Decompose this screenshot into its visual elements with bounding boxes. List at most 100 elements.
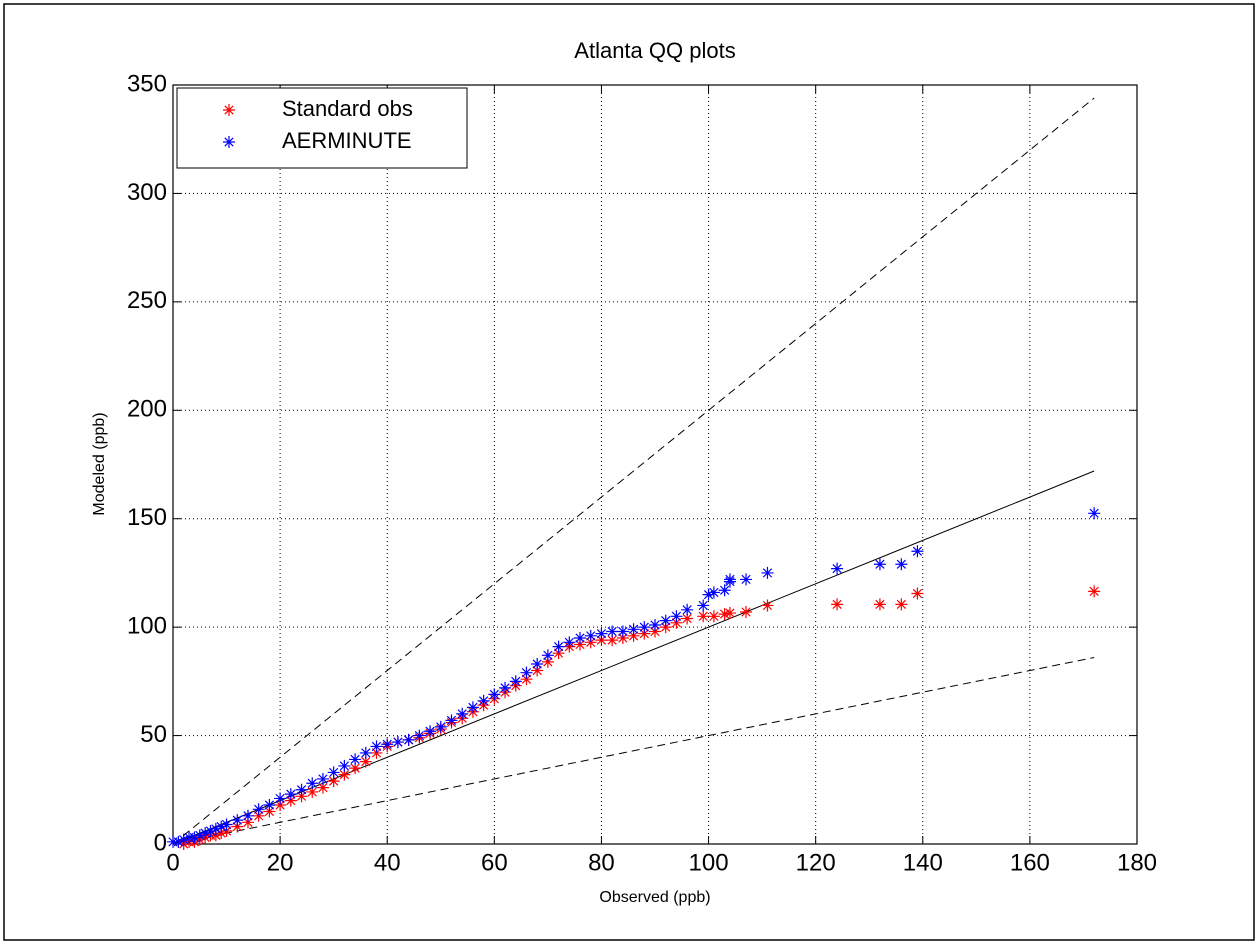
- data-point: [488, 688, 501, 701]
- data-point: [702, 588, 715, 601]
- data-point: [707, 586, 720, 599]
- y-tick-label: 50: [140, 721, 167, 748]
- data-point: [215, 820, 228, 833]
- data-point: [595, 627, 608, 640]
- data-point: [274, 792, 287, 805]
- data-point: [316, 781, 329, 794]
- x-tick-label: 80: [588, 849, 615, 876]
- data-point: [381, 738, 394, 751]
- x-tick-label: 120: [796, 849, 836, 876]
- data-point: [359, 755, 372, 768]
- legend-label: Standard obs: [282, 96, 413, 121]
- data-point: [263, 805, 276, 818]
- x-tick-label: 180: [1117, 849, 1157, 876]
- data-point: [911, 545, 924, 558]
- data-point: [697, 599, 710, 612]
- data-point: [263, 798, 276, 811]
- data-point: [541, 649, 554, 662]
- legend-marker: [223, 136, 235, 148]
- data-point: [193, 829, 206, 842]
- data-point: [723, 573, 736, 586]
- data-point: [338, 759, 351, 772]
- data-point: [402, 733, 415, 746]
- data-point: [595, 634, 608, 647]
- data-point: [252, 803, 265, 816]
- x-tick-label: 140: [903, 849, 943, 876]
- data-point: [316, 772, 329, 785]
- data-point: [670, 616, 683, 629]
- data-point: [220, 818, 233, 831]
- data-point: [456, 707, 469, 720]
- data-point: [241, 816, 254, 829]
- data-point: [284, 788, 297, 801]
- data-point: [445, 714, 458, 727]
- data-point: [231, 814, 244, 827]
- data-point: [584, 636, 597, 649]
- data-point: [697, 610, 710, 623]
- data-point: [1088, 507, 1101, 520]
- data-point: [434, 720, 447, 733]
- data-point: [552, 647, 565, 660]
- x-tick-label: 20: [267, 849, 294, 876]
- data-point: [172, 835, 185, 848]
- data-point: [873, 598, 886, 611]
- data-point: [831, 562, 844, 575]
- data-point: [670, 610, 683, 623]
- data-point: [209, 829, 222, 842]
- x-tick-label: 100: [689, 849, 729, 876]
- data-point: [574, 638, 587, 651]
- data-point: [606, 625, 619, 638]
- data-point: [563, 636, 576, 649]
- data-point: [895, 558, 908, 571]
- data-point: [231, 820, 244, 833]
- data-point: [627, 629, 640, 642]
- y-tick-label: 0: [154, 829, 167, 856]
- x-axis-label: Observed (ppb): [599, 889, 710, 906]
- data-point: [1088, 585, 1101, 598]
- x-tick-label: 160: [1010, 849, 1050, 876]
- data-point: [723, 607, 736, 620]
- data-point: [574, 631, 587, 644]
- data-point: [531, 664, 544, 677]
- data-point: [606, 634, 619, 647]
- legend-box: [176, 87, 468, 169]
- data-point: [831, 598, 844, 611]
- data-point: [199, 827, 212, 840]
- data-point: [327, 775, 340, 788]
- data-point: [391, 736, 404, 749]
- data-point: [413, 729, 426, 742]
- data-point: [584, 629, 597, 642]
- data-point: [520, 666, 533, 679]
- data-point: [761, 566, 774, 579]
- data-point: [499, 681, 512, 694]
- data-point: [220, 824, 233, 837]
- data-point: [681, 603, 694, 616]
- y-tick-label: 150: [127, 504, 167, 531]
- data-point: [327, 766, 340, 779]
- data-point: [370, 746, 383, 759]
- data-point: [659, 614, 672, 627]
- data-point: [424, 725, 437, 738]
- data-point: [284, 794, 297, 807]
- data-point: [306, 785, 319, 798]
- data-point: [718, 608, 731, 621]
- data-point: [466, 701, 479, 714]
- data-point: [761, 599, 774, 612]
- data-point: [627, 623, 640, 636]
- data-point: [718, 584, 731, 597]
- legend-label: AERMINUTE: [282, 128, 412, 153]
- y-axis-label: Modeled (ppb): [91, 412, 108, 515]
- data-point: [531, 658, 544, 671]
- legend-marker: [223, 104, 235, 116]
- plot-area: [173, 85, 1137, 844]
- axes-box: [172, 84, 1138, 845]
- data-point: [204, 824, 217, 837]
- y-tick-label: 250: [127, 287, 167, 314]
- data-point: [252, 809, 265, 822]
- data-point: [552, 640, 565, 653]
- data-point: [274, 798, 287, 811]
- data-point: [509, 675, 522, 688]
- data-point: [649, 618, 661, 631]
